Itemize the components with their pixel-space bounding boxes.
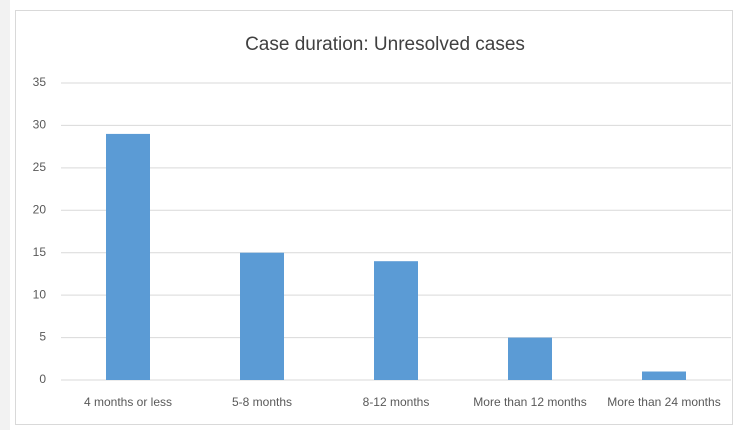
side-strip	[0, 0, 10, 430]
y-tick-label: 30	[33, 118, 47, 132]
y-tick-label: 10	[33, 287, 47, 301]
y-tick-label: 25	[33, 160, 47, 174]
chart-title: Case duration: Unresolved cases	[245, 34, 525, 55]
x-tick-label: More than 24 months	[607, 395, 720, 409]
y-tick-label: 0	[39, 372, 46, 386]
bar	[508, 337, 552, 380]
bar	[106, 133, 150, 380]
y-tick-label: 20	[33, 202, 47, 216]
x-tick-label: 4 months or less	[84, 395, 172, 409]
y-tick-label: 15	[33, 245, 47, 259]
x-tick-label: 5-8 months	[232, 395, 292, 409]
y-tick-label: 5	[39, 330, 46, 344]
x-tick-label: More than 12 months	[473, 395, 586, 409]
bar	[240, 252, 284, 380]
bar	[642, 371, 686, 380]
y-tick-label: 35	[33, 75, 47, 89]
bar	[374, 261, 418, 380]
x-tick-label: 8-12 months	[363, 395, 430, 409]
